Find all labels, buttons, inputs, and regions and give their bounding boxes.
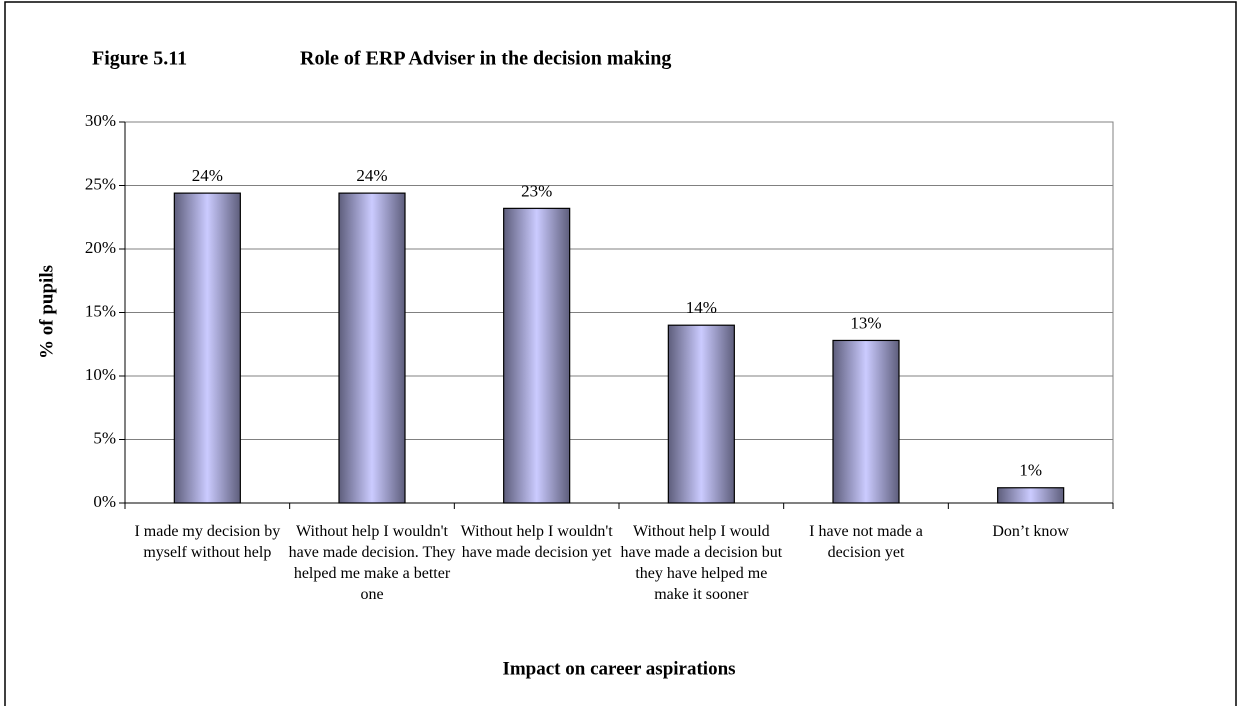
x-tick-label: I have not made a decision yet <box>809 523 923 561</box>
bar <box>667 324 735 504</box>
y-tick-label: 20% <box>85 238 116 257</box>
y-tick-label: 0% <box>93 492 116 511</box>
y-tick-label: 15% <box>85 301 116 320</box>
bar <box>503 207 571 504</box>
x-tick-label: Without help I wouldn't have made decisi… <box>460 523 613 561</box>
value-label: 24% <box>192 166 223 185</box>
y-tick-label: 25% <box>85 174 116 193</box>
bar <box>832 339 900 504</box>
x-tick-label: Don’t know <box>992 523 1069 540</box>
x-axis-title: Impact on career aspirations <box>502 658 735 679</box>
y-tick-label: 5% <box>93 428 116 447</box>
x-tick-label: Without help I would have made a decisio… <box>620 523 783 603</box>
value-label: 14% <box>686 298 717 317</box>
value-label: 1% <box>1019 461 1042 480</box>
frame <box>4 1 1237 706</box>
value-label: 13% <box>850 313 881 332</box>
value-label: 23% <box>521 181 552 200</box>
x-tick-label: I made my decision by myself without hel… <box>134 523 281 561</box>
figure-label: Figure 5.11 <box>92 48 187 70</box>
chart-title: Role of ERP Adviser in the decision maki… <box>300 48 671 70</box>
y-axis-title: % of pupils <box>36 265 57 359</box>
value-label: 24% <box>356 166 387 185</box>
y-tick-label: 30% <box>85 111 116 130</box>
bar <box>997 487 1065 504</box>
bar <box>338 192 406 504</box>
bar <box>173 192 241 504</box>
x-tick-label: Without help I wouldn't have made decisi… <box>288 523 456 603</box>
y-tick-label: 10% <box>85 365 116 384</box>
